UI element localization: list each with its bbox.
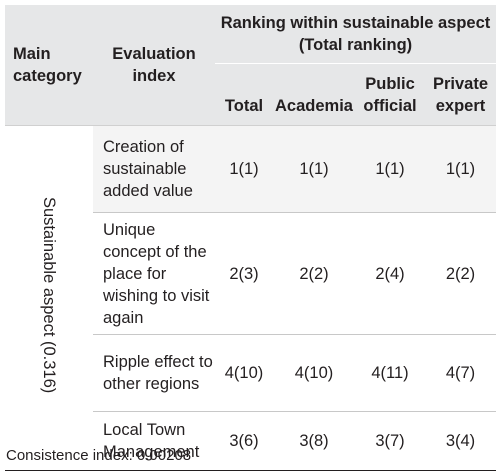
- table-row: Ripple effect to other regions 4(10) 4(1…: [5, 334, 496, 412]
- header-ranking-group: Ranking within sustainable aspect (Total…: [215, 5, 496, 64]
- consistence-index-note: Consistence index: 0.00208: [6, 447, 192, 464]
- header-main-category: Main category: [5, 5, 93, 126]
- value-cell-private-expert: 3(4): [425, 411, 496, 471]
- value-cell-public-official: 3(7): [355, 411, 425, 471]
- value-cell-public-official: 4(11): [355, 334, 425, 412]
- header-evaluation-index-label: Evaluation index: [112, 45, 196, 85]
- value-cell-academia: 2(2): [273, 212, 355, 335]
- value-cell-private-expert: 1(1): [425, 125, 496, 213]
- header-ranking-subtitle: (Total ranking): [298, 36, 413, 54]
- value-cell-total: 3(6): [215, 411, 273, 471]
- aspect-label: Sustainable aspect (0.316): [40, 196, 58, 394]
- value-cell-academia: 3(8): [273, 411, 355, 471]
- aspect-cell: Sustainable aspect (0.316): [5, 125, 93, 471]
- value-cell-total: 1(1): [215, 125, 273, 213]
- header-main-category-label: Main category: [13, 45, 82, 85]
- table-row: Sustainable aspect (0.316) Creation of s…: [5, 125, 496, 471]
- header-private-expert: Private expert: [425, 63, 496, 126]
- value-cell-private-expert: 2(2): [425, 212, 496, 335]
- value-cell-total: 2(3): [215, 212, 273, 335]
- header-ranking-title: Ranking within sustainable aspect: [220, 14, 491, 32]
- value-cell-private-expert: 4(7): [425, 334, 496, 412]
- value-cell-academia: 4(10): [273, 334, 355, 412]
- index-cell: Creation of sustainable added value: [93, 125, 215, 213]
- table-body: Sustainable aspect (0.316) Creation of s…: [5, 125, 496, 471]
- value-cell-total: 4(10): [215, 334, 273, 412]
- ranking-table: Main category Evaluation index Ranking w…: [5, 5, 496, 471]
- header-academia: Academia: [273, 63, 355, 126]
- header-evaluation-index: Evaluation index: [93, 5, 215, 126]
- header-public-official: Public official: [355, 63, 425, 126]
- value-cell-academia: 1(1): [273, 125, 355, 213]
- header-total: Total: [215, 63, 273, 126]
- value-cell-public-official: 2(4): [355, 212, 425, 335]
- index-cell: Ripple effect to other regions: [93, 334, 215, 412]
- table-row: Unique concept of the place for wishing …: [5, 212, 496, 335]
- table-row: Local Town Management 3(6) 3(8) 3(7) 3(4…: [5, 411, 496, 471]
- index-cell: Unique concept of the place for wishing …: [93, 212, 215, 335]
- value-cell-public-official: 1(1): [355, 125, 425, 213]
- table-header: Main category Evaluation index Ranking w…: [5, 5, 496, 126]
- index-cell: Local Town Management: [93, 411, 215, 471]
